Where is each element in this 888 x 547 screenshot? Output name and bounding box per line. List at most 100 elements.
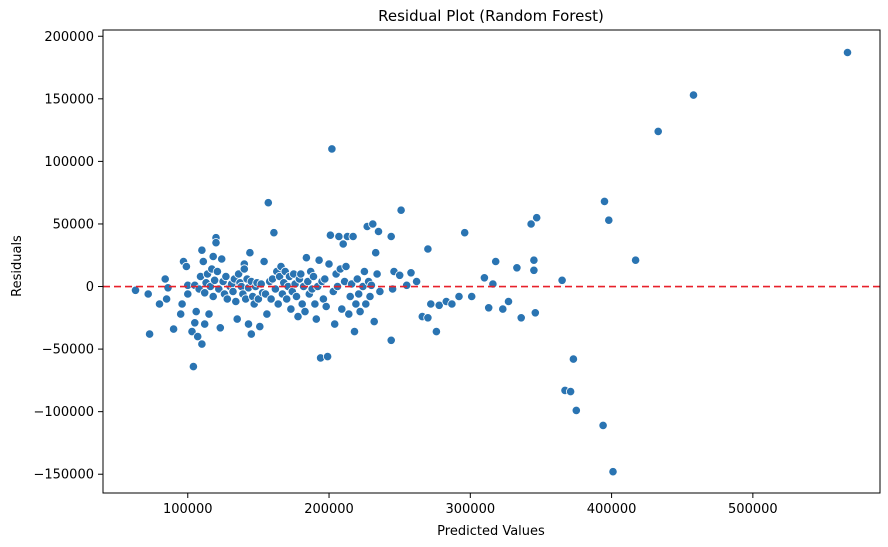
data-point (234, 269, 244, 279)
data-point (215, 323, 225, 333)
data-point (434, 300, 444, 310)
data-point (239, 264, 249, 274)
data-point (411, 276, 422, 287)
data-point (348, 231, 358, 242)
data-point (255, 321, 265, 332)
x-tick-label: 400000 (587, 502, 637, 517)
data-point (366, 280, 376, 290)
data-point (431, 326, 441, 337)
data-point (503, 296, 514, 307)
data-point (221, 271, 231, 282)
data-point (324, 259, 334, 269)
data-point (130, 285, 141, 295)
data-point (349, 326, 360, 337)
x-tick-label: 500000 (728, 502, 778, 517)
data-point (308, 271, 319, 282)
data-point (484, 303, 494, 313)
data-point (423, 313, 433, 323)
data-point (208, 251, 218, 262)
data-point (327, 144, 337, 154)
data-point (169, 324, 179, 334)
data-point (337, 304, 347, 314)
data-point (516, 313, 526, 323)
y-tick-label: 100000 (44, 155, 94, 170)
data-point (143, 289, 153, 299)
data-point (217, 254, 227, 264)
data-point (359, 266, 369, 277)
x-tick-label: 200000 (304, 502, 354, 517)
data-point (365, 291, 375, 302)
data-point (375, 286, 385, 297)
data-point (354, 289, 364, 299)
data-point (191, 306, 201, 317)
data-point (266, 294, 276, 304)
y-tick-label: −100000 (33, 405, 94, 420)
data-point (212, 266, 222, 277)
data-point (557, 275, 567, 285)
data-point (454, 291, 464, 302)
data-point (529, 255, 539, 265)
data-point (368, 219, 378, 229)
data-point (447, 299, 457, 309)
x-tick-label: 100000 (163, 502, 213, 517)
data-point (604, 215, 614, 225)
data-point (190, 318, 200, 328)
data-point (330, 319, 340, 329)
data-point (163, 283, 173, 293)
data-point (599, 196, 610, 206)
data-point (188, 361, 198, 372)
data-point (526, 219, 536, 229)
data-point (145, 329, 155, 339)
data-point (197, 245, 207, 255)
data-point (386, 231, 396, 242)
data-point (532, 213, 542, 223)
data-point (371, 248, 381, 258)
data-point (262, 309, 272, 319)
data-point (491, 256, 501, 267)
data-point (253, 294, 263, 304)
data-point (345, 291, 355, 302)
data-point (222, 294, 232, 304)
y-axis-title: Residuals (10, 235, 25, 297)
data-point (228, 286, 238, 297)
data-point (154, 299, 165, 309)
data-point (355, 306, 365, 317)
data-point (177, 299, 187, 309)
data-point (293, 311, 303, 322)
data-point (571, 405, 581, 415)
data-point (565, 386, 576, 397)
data-point (297, 299, 307, 309)
data-point (291, 291, 302, 302)
data-point (273, 299, 283, 309)
data-point (321, 301, 331, 312)
data-point (263, 198, 273, 208)
data-point (231, 296, 241, 307)
y-tick-label: 150000 (44, 92, 94, 107)
data-point (529, 265, 539, 275)
data-point (352, 274, 362, 284)
data-point (200, 319, 210, 329)
data-point (269, 228, 279, 238)
data-point (211, 238, 221, 248)
data-point (310, 299, 320, 309)
data-point (282, 294, 292, 304)
data-point (396, 205, 406, 215)
data-point (372, 269, 382, 279)
data-point (512, 263, 522, 273)
data-point (467, 291, 477, 302)
data-point (160, 274, 170, 284)
data-point (303, 276, 313, 287)
x-tick-label: 300000 (445, 502, 495, 517)
data-point (406, 268, 416, 278)
data-point (187, 326, 197, 337)
data-point (498, 304, 508, 314)
data-point (369, 316, 379, 327)
data-point (325, 230, 335, 240)
y-axis-ticks: −150000 −100000 −50000 0 50000 100000 150000 20… (33, 30, 103, 483)
y-tick-label: 50000 (53, 217, 94, 232)
y-tick-label: 200000 (44, 30, 94, 45)
data-point (162, 294, 172, 304)
data-point (204, 309, 214, 319)
x-axis-title: Predicted Values (437, 524, 545, 539)
